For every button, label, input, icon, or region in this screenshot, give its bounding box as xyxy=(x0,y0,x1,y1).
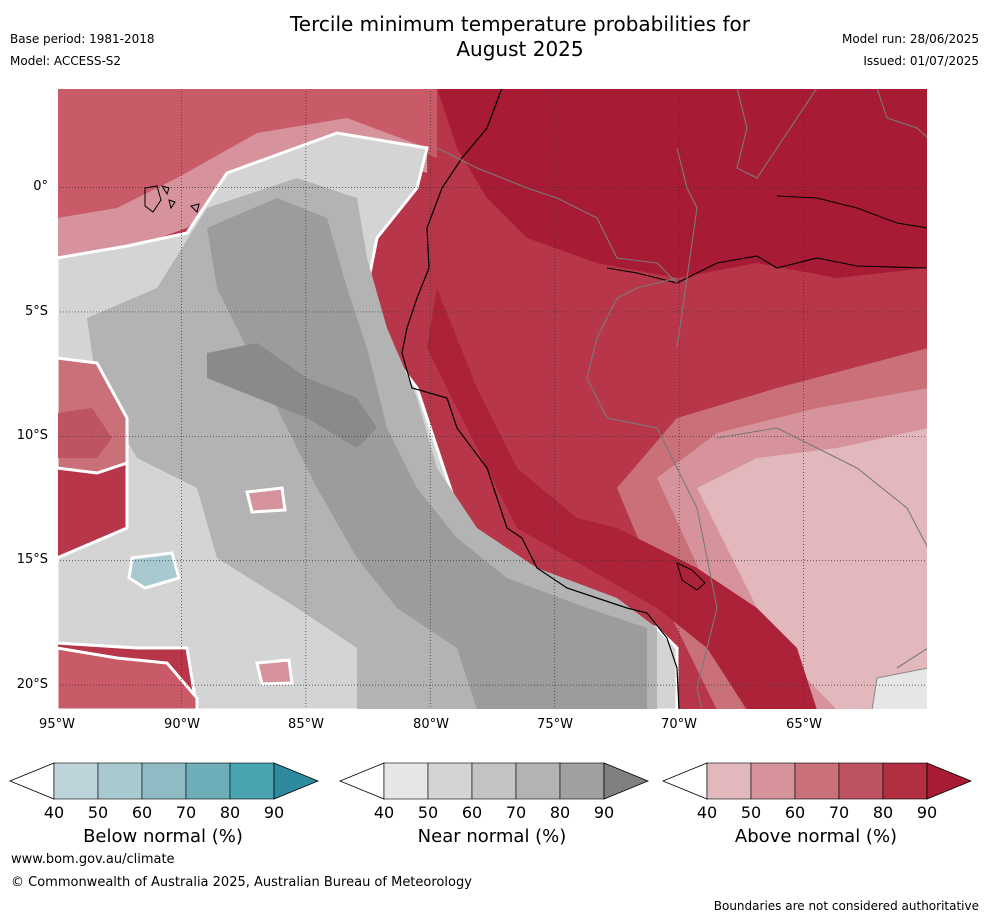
model-run: Model run: 28/06/2025 xyxy=(841,32,979,46)
meta-left: Base period: 1981-2018 Model: ACCESS-S2 xyxy=(10,28,155,72)
colorbar-tick-label: 60 xyxy=(462,803,482,822)
colorbar-segment xyxy=(185,762,231,800)
above-normal-40-east xyxy=(697,428,928,710)
lake-titicaca xyxy=(676,562,706,591)
issued-date: Issued: 01/07/2025 xyxy=(863,54,979,68)
colorbar-extend-low xyxy=(338,762,385,800)
lon-label-75w: 75°W xyxy=(537,717,573,732)
map-title: Tercile minimum temperature probabilitie… xyxy=(0,12,988,62)
colorbar-segment xyxy=(427,762,473,800)
river-north xyxy=(776,195,928,229)
colorbar-tick-label: 40 xyxy=(374,803,394,822)
country-borders xyxy=(436,88,928,710)
colorbar-tick-label: 70 xyxy=(829,803,849,822)
colorbar-segment xyxy=(383,762,429,800)
below-normal-patch xyxy=(127,551,181,590)
colorbar-tick-label: 50 xyxy=(418,803,438,822)
lon-label-90w: 90°W xyxy=(164,717,200,732)
probability-map xyxy=(57,88,928,710)
colorbar-tick-label: 80 xyxy=(873,803,893,822)
above-normal-patch-2 xyxy=(255,658,294,686)
lat-label-10s: 10°S xyxy=(16,428,48,443)
above-normal-ocean-north-light xyxy=(57,118,427,258)
near-normal-southeast xyxy=(871,667,928,710)
colorbar-segment xyxy=(838,762,884,800)
colorbar-extend-high xyxy=(926,762,973,800)
colorbar-title-near: Near normal (%) xyxy=(417,826,567,847)
colorbar-segment xyxy=(882,762,928,800)
lon-label-95w: 95°W xyxy=(39,717,75,732)
model-name: Model: ACCESS-S2 xyxy=(10,54,122,68)
colorbar-segment xyxy=(97,762,143,800)
colorbar-tick-label: 50 xyxy=(741,803,761,822)
colorbar-segment xyxy=(53,762,99,800)
colorbar-segment xyxy=(750,762,796,800)
above-normal-ocean-southwest xyxy=(57,646,199,710)
colorbar-tick-label: 40 xyxy=(697,803,717,822)
colorbar-title-above: Above normal (%) xyxy=(734,826,898,847)
colorbar-near-normal: 40 50 60 70 80 90 xyxy=(338,762,650,822)
lat-label-0: 0° xyxy=(33,179,48,194)
near-normal-90-patch xyxy=(207,343,377,448)
graticule xyxy=(57,88,928,710)
near-normal-80 xyxy=(207,198,647,710)
lon-label-85w: 85°W xyxy=(288,717,324,732)
title-line-2: August 2025 xyxy=(456,37,584,61)
colorbar-segment xyxy=(559,762,605,800)
amazon-river xyxy=(606,255,928,284)
above-normal-patch-1 xyxy=(245,486,287,514)
colorbar-segment xyxy=(229,762,275,800)
colorbar-tick-label: 80 xyxy=(220,803,240,822)
colorbar-above-normal: 40 50 60 70 80 90 xyxy=(661,762,973,822)
colorbar-tick-label: 80 xyxy=(550,803,570,822)
colorbar-below-normal: 40 50 60 70 80 90 xyxy=(8,762,320,822)
lon-label-80w: 80°W xyxy=(413,717,449,732)
above-normal-90-coast xyxy=(427,288,817,710)
meta-right: Model run: 28/06/2025 Issued: 01/07/2025 xyxy=(842,28,979,72)
south-america-coastline xyxy=(401,88,680,710)
boundary-disclaimer: Boundaries are not considered authoritat… xyxy=(713,899,979,913)
lat-label-20s: 20°S xyxy=(16,677,48,692)
title-line-1: Tercile minimum temperature probabilitie… xyxy=(289,12,751,36)
colorbar-extend-low xyxy=(661,762,708,800)
colorbar-segment xyxy=(141,762,187,800)
colorbar-extend-high xyxy=(273,762,320,800)
lon-label-65w: 65°W xyxy=(786,717,822,732)
colorbar-tick-label: 50 xyxy=(88,803,108,822)
colorbar-tick-label: 90 xyxy=(917,803,937,822)
colorbar-segment xyxy=(515,762,561,800)
lat-label-15s: 15°S xyxy=(16,552,48,567)
colorbar-segment xyxy=(706,762,752,800)
base-period: Base period: 1981-2018 xyxy=(10,32,155,46)
lon-label-70w: 70°W xyxy=(661,717,697,732)
copyright-text: © Commonwealth of Australia 2025, Austra… xyxy=(11,875,472,890)
colorbar-title-below: Below normal (%) xyxy=(83,826,243,847)
colorbar-tick-label: 70 xyxy=(506,803,526,822)
colorbar-segment xyxy=(471,762,517,800)
colorbar-tick-label: 40 xyxy=(44,803,64,822)
lat-label-5s: 5°S xyxy=(24,304,48,319)
above-normal-ocean-west-dark xyxy=(57,408,112,458)
colorbar-tick-label: 60 xyxy=(785,803,805,822)
above-normal-90-north xyxy=(437,88,928,278)
colorbar-tick-label: 90 xyxy=(594,803,614,822)
colorbar-tick-label: 90 xyxy=(264,803,284,822)
website-link[interactable]: www.bom.gov.au/climate xyxy=(11,852,175,867)
colorbar-legends: 40 50 60 70 80 90 40 50 60 70 80 90 40 50 60 70 80 90 xyxy=(8,762,973,822)
colorbar-tick-label: 70 xyxy=(176,803,196,822)
colorbar-tick-label: 60 xyxy=(132,803,152,822)
colorbar-extend-high xyxy=(603,762,650,800)
colorbar-segment xyxy=(794,762,840,800)
colorbar-extend-low xyxy=(8,762,55,800)
galapagos-islands xyxy=(144,185,200,213)
